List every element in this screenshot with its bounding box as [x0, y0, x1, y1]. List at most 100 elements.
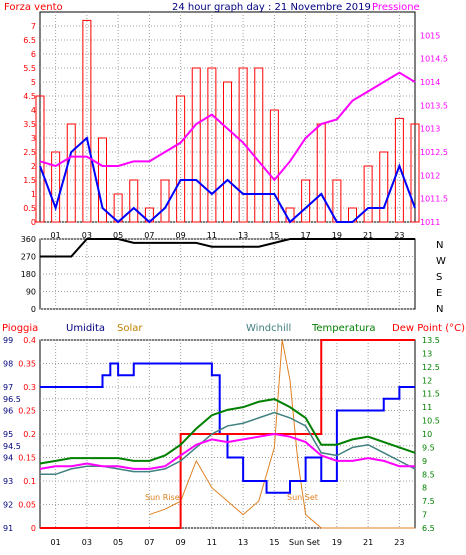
temperature-tick-label: 7.5: [422, 497, 435, 506]
top-x-tick-label: 13: [238, 231, 248, 240]
top-x-tick-label: 05: [113, 231, 123, 240]
pressure-axis-label: Pressione: [372, 2, 420, 13]
bottom-x-tick-label: 23: [394, 538, 404, 547]
temperature-tick-label: 13.5: [422, 336, 440, 345]
top-series: [35, 19, 420, 224]
wind-tick-label: 1: [31, 190, 36, 199]
temperature-tick-label: 6.5: [422, 524, 435, 533]
wind-tick-label: 3.5: [23, 120, 36, 129]
pressure-tick-label: 1012.5: [420, 148, 448, 157]
dewpoint-line: [39, 432, 415, 470]
wind-tick-label: 6.5: [23, 36, 36, 45]
bottom-x-tick-label: 15: [269, 538, 279, 547]
wind-gust-bar: [51, 151, 61, 223]
humidity-tick-label: 92: [3, 501, 13, 510]
top-grid: [40, 12, 415, 223]
legend-umidita: Umidita: [66, 323, 105, 334]
wind-gust-bar: [66, 123, 76, 223]
top-x-tick-label: 23: [394, 231, 404, 240]
legend-temperatura: Temperatura: [311, 323, 376, 334]
direction-tick-label: 180: [21, 270, 36, 279]
wind-gust-bar: [410, 123, 420, 223]
top-x-tick-label: 07: [144, 231, 154, 240]
temperature-line: [39, 398, 416, 465]
wind-gust-bar: [129, 179, 139, 223]
temperature-tick-label: 10: [422, 430, 432, 439]
wind-gust-bar: [363, 165, 373, 223]
rain-tick-label: 0.3: [23, 383, 36, 392]
wind-tick-label: 1.5: [23, 176, 36, 185]
humidity-line: [40, 362, 415, 494]
sunset-label: Sun Set: [287, 493, 318, 502]
top-x-tick-label: 09: [176, 231, 186, 240]
temperature-tick-label: 7: [422, 511, 427, 520]
bottom-x-tick-label: 05: [113, 538, 123, 547]
rain-tick-label: 0.05: [18, 501, 36, 510]
bottom-x-tick-label: 09: [176, 538, 186, 547]
direction-tick-label: 360: [21, 235, 36, 244]
rain-line: [40, 339, 415, 529]
legend-pioggia: Pioggia: [2, 323, 38, 334]
temperature-tick-label: 11.5: [422, 390, 440, 399]
rain-tick-label: 0.15: [18, 454, 36, 463]
wind-gust-bar: [35, 95, 45, 223]
legend-dew-point: Dew Point (°C): [392, 323, 465, 334]
wind-gust-bar: [379, 151, 389, 223]
pressure-tick-label: 1011.5: [420, 195, 448, 204]
wind-gust-bar: [238, 67, 248, 223]
temperature-tick-label: 9.5: [422, 443, 435, 452]
wind-tick-label: 5: [31, 78, 36, 87]
rain-tick-label: 0.2: [23, 430, 36, 439]
wind-gust-bar: [301, 179, 311, 223]
humidity-tick-label: 96.5: [3, 395, 21, 404]
temperature-tick-label: 9: [422, 457, 427, 466]
top-x-tick-label: 01: [51, 231, 61, 240]
wind-tick-label: 2.5: [23, 148, 36, 157]
direction-tick-label: 90: [26, 288, 36, 297]
wind-axis-label: Forza vento: [4, 2, 63, 13]
humidity-tick-label: 94.5: [3, 442, 21, 451]
wind-gust-bar: [254, 67, 264, 223]
wind-gust-bar: [82, 19, 92, 223]
direction-grid: [40, 238, 415, 310]
wind-gust-bar: [176, 95, 186, 223]
humidity-tick-label: 91: [3, 524, 13, 533]
top-x-tick-label: 11: [207, 231, 217, 240]
humidity-tick-label: 93: [3, 477, 13, 486]
direction-tick-label: 0: [31, 305, 36, 314]
wind-direction-line: [40, 238, 415, 258]
temperature-tick-label: 8: [422, 484, 427, 493]
rain-tick-label: 0: [31, 524, 36, 533]
wind-tick-label: 0: [31, 218, 36, 227]
bottom-x-tick-label: 13: [238, 538, 248, 547]
wind-tick-label: 7: [31, 22, 36, 31]
direction-letter-s: S: [436, 272, 442, 283]
wind-gust-bar: [316, 123, 326, 223]
axis-ticks: 00.511.522.533.544.555.566.5710111011.51…: [3, 22, 448, 547]
wind-tick-label: 4.5: [23, 92, 36, 101]
sunrise-label: Sun Rise: [145, 493, 180, 502]
wind-gust-bar: [191, 67, 201, 223]
bottom-x-tick-label: 07: [144, 538, 154, 547]
wind-gust-bar: [223, 81, 232, 223]
direction-letter-w: W: [436, 256, 446, 267]
temperature-tick-label: 13: [422, 349, 432, 358]
wind-tick-label: 0.5: [23, 204, 36, 213]
pressure-tick-label: 1012: [420, 171, 440, 180]
temperature-tick-label: 10.5: [422, 417, 440, 426]
humidity-tick-label: 95: [3, 430, 13, 439]
bottom-x-tick-label: 11: [207, 538, 217, 547]
direction-letter-n-top: N: [436, 240, 443, 251]
temperature-tick-label: 11: [422, 403, 432, 412]
chart-title: 24 hour graph day : 21 Novembre 2019: [172, 2, 371, 13]
top-x-tick-label: 19: [332, 231, 342, 240]
wind-tick-label: 6: [31, 50, 36, 59]
humidity-tick-label: 99: [3, 336, 13, 345]
sunset-x-label: Sun Set: [289, 538, 320, 547]
humidity-tick-label: 94: [3, 454, 13, 463]
wind-gust-bar: [269, 109, 279, 223]
temperature-tick-label: 12: [422, 376, 432, 385]
direction-letter-e: E: [436, 288, 442, 299]
rain-tick-label: 0.4: [23, 336, 36, 345]
